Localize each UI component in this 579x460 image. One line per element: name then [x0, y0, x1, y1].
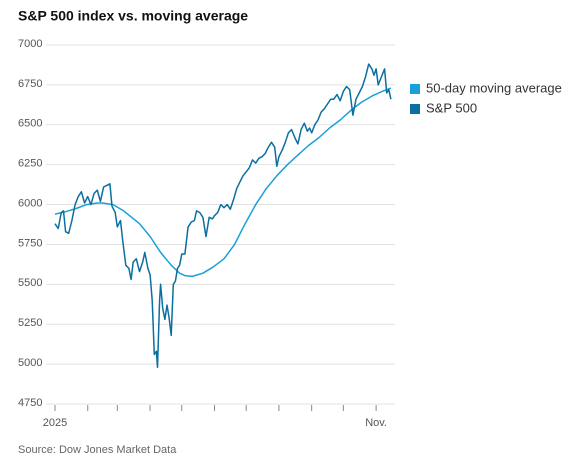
series-line [54, 63, 392, 369]
y-tick-label: 7000 [18, 38, 42, 50]
y-tick-label: 5250 [18, 317, 42, 329]
legend-swatch [410, 104, 420, 114]
y-tick-label: 5500 [18, 277, 42, 289]
y-tick-label: 6750 [18, 78, 42, 90]
y-tick-label: 5750 [18, 237, 42, 249]
y-tick-label: 6000 [18, 197, 42, 209]
chart-title: S&P 500 index vs. moving average [18, 8, 248, 24]
x-tick-label: 2025 [43, 417, 67, 429]
y-tick-label: 6250 [18, 158, 42, 170]
y-tick-label: 5000 [18, 357, 42, 369]
legend-label: 50-day moving average [426, 80, 562, 95]
y-tick-label: 4750 [18, 397, 42, 409]
x-tick-label: Nov. [365, 417, 387, 429]
legend-label: S&P 500 [426, 100, 477, 115]
series-line [54, 87, 392, 278]
legend-swatch [410, 84, 420, 94]
source: Source: Dow Jones Market Data [18, 444, 177, 456]
y-tick-label: 6500 [18, 118, 42, 130]
